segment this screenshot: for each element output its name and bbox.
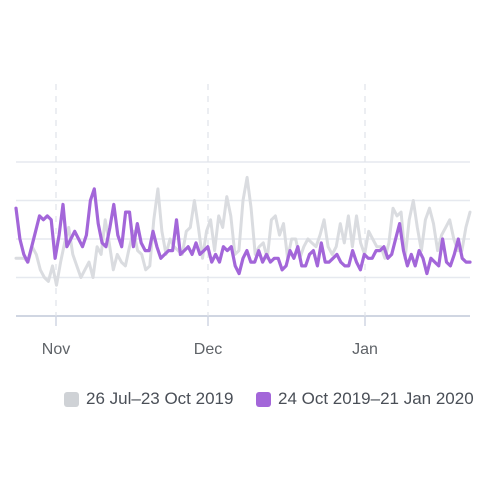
- legend-swatch-current: [256, 391, 271, 407]
- x-tick-label-0: Nov: [42, 341, 70, 358]
- legend-item-previous[interactable]: 26 Jul–23 Oct 2019: [64, 384, 233, 414]
- legend-swatch-previous: [64, 391, 79, 407]
- series-line-1: [14, 187, 472, 276]
- x-axis-tick-labels: Nov Dec Jan: [42, 341, 378, 358]
- legend: 26 Jul–23 Oct 2019 24 Oct 2019–21 Jan 20…: [0, 384, 500, 414]
- legend-item-current[interactable]: 24 Oct 2019–21 Jan 2020: [256, 384, 474, 414]
- x-tick-label-1: Dec: [194, 341, 222, 358]
- line-chart: Nov Dec Jan: [14, 84, 472, 358]
- series-lines: [14, 175, 472, 287]
- legend-label-previous: 26 Jul–23 Oct 2019: [86, 389, 234, 408]
- legend-label-current: 24 Oct 2019–21 Jan 2020: [278, 389, 474, 408]
- vertical-gridlines: [55, 84, 366, 326]
- x-tick-label-2: Jan: [352, 341, 378, 358]
- series-line-0: [14, 175, 472, 287]
